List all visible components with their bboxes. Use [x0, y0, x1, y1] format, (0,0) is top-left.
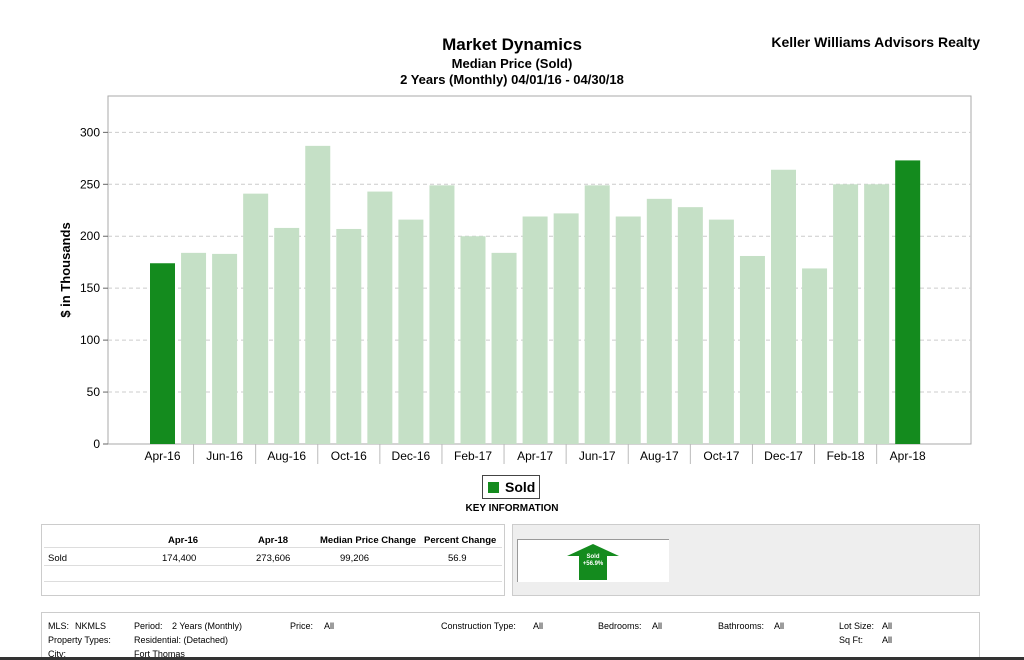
- y-axis-label: $ in Thousands: [58, 222, 73, 317]
- x-tick-label: Oct-16: [331, 449, 367, 463]
- lotsize-value: All: [882, 621, 893, 631]
- key-header-start: Apr-16: [168, 535, 199, 546]
- lotsize-label: Lot Size:: [839, 621, 875, 631]
- bar-aug-16: [274, 227, 300, 444]
- bar-jan-17: [429, 185, 455, 444]
- x-tick-label: Jun-16: [206, 449, 243, 463]
- key-info-title: KEY INFORMATION: [465, 503, 559, 514]
- city-label: City:: [48, 649, 66, 659]
- period-label: Period:: [134, 621, 163, 631]
- key-row-label: Sold: [48, 553, 68, 564]
- up-arrow-icon: [567, 544, 619, 580]
- divider: [44, 581, 502, 582]
- x-tick-label: Feb-18: [827, 449, 865, 463]
- bar-dec-17: [771, 169, 796, 444]
- report-criteria: MLS: NKMLS Period: 2 Years (Monthly) Pri…: [41, 612, 980, 660]
- chart-subtitle: Median Price (Sold): [451, 56, 573, 71]
- bar-dec-16: [398, 219, 424, 444]
- key-header-end: Apr-18: [258, 535, 289, 546]
- y-tick-label: 300: [80, 125, 100, 139]
- bar-jul-17: [615, 216, 641, 444]
- x-tick-label: Aug-16: [267, 449, 306, 463]
- bar-chart: 0 50 100 150 200 250 300 $ in Thousands Apr-16 Ju…: [58, 95, 972, 464]
- bar-jun-17: [584, 185, 610, 444]
- sqft-label: Sq Ft:: [839, 635, 864, 645]
- bar-feb-18: [833, 184, 859, 444]
- x-tick-label: Dec-16: [392, 449, 431, 463]
- bathrooms-value: All: [774, 621, 785, 631]
- legend-label: Sold: [505, 479, 536, 495]
- period-value: 2 Years (Monthly): [172, 621, 243, 631]
- construction-value: All: [533, 621, 544, 631]
- bar-may-17: [553, 213, 579, 444]
- proptypes-value: Residential: (Detached): [134, 635, 229, 645]
- bar-oct-16: [336, 228, 362, 444]
- city-value: Fort Thomas: [134, 649, 185, 659]
- bar-jul-16: [243, 193, 269, 444]
- indicator-change: +56.9%: [582, 561, 604, 567]
- bar-aug-17: [646, 198, 672, 444]
- indicator-label: Sold: [586, 554, 600, 560]
- x-tick-label: Oct-17: [703, 449, 739, 463]
- bar-mar-17: [491, 252, 517, 444]
- y-tick-label: 0: [93, 437, 100, 451]
- x-tick-label: Aug-17: [640, 449, 679, 463]
- bar-feb-17: [460, 236, 486, 444]
- x-tick-label: Jun-17: [579, 449, 616, 463]
- key-header-percent: Percent Change: [424, 535, 497, 546]
- y-tick-label: 100: [80, 333, 100, 347]
- legend-swatch: [488, 481, 499, 493]
- key-cell-change: 99,206: [340, 553, 370, 564]
- divider: [44, 547, 502, 548]
- legend: Sold: [482, 475, 540, 499]
- y-tick-label: 50: [87, 385, 101, 399]
- divider: [44, 565, 502, 566]
- key-cell-end: 273,606: [256, 553, 291, 564]
- bar-oct-17: [708, 219, 734, 444]
- bathrooms-label: Bathrooms:: [718, 621, 765, 631]
- bar-mar-18: [864, 184, 890, 444]
- x-tick-label: Apr-17: [517, 449, 553, 463]
- x-tick-label: Feb-17: [454, 449, 492, 463]
- bar-may-16: [181, 252, 207, 444]
- bar-sep-17: [677, 207, 703, 444]
- x-tick-label: Dec-17: [764, 449, 803, 463]
- bar-apr-16: [150, 263, 175, 444]
- y-tick-label: 150: [80, 281, 100, 295]
- y-tick-label: 250: [80, 177, 100, 191]
- key-cell-percent: 56.9: [448, 553, 467, 564]
- bedrooms-value: All: [652, 621, 663, 631]
- x-tick-label: Apr-16: [144, 449, 180, 463]
- bar-jun-16: [212, 253, 238, 444]
- mls-value: NKMLS: [75, 621, 107, 631]
- page-bottom-edge: [0, 657, 1024, 660]
- bar-apr-18: [895, 160, 921, 444]
- construction-label: Construction Type:: [441, 621, 516, 631]
- bar-jan-18: [802, 268, 828, 444]
- key-cell-start: 174,400: [162, 553, 197, 564]
- bar-sep-16: [305, 145, 331, 445]
- sqft-value: All: [882, 635, 893, 645]
- x-tick-label: Apr-18: [890, 449, 926, 463]
- proptypes-label: Property Types:: [48, 635, 111, 645]
- mls-label: MLS:: [48, 621, 70, 631]
- chart-period: 2 Years (Monthly) 04/01/16 - 04/30/18: [400, 72, 624, 87]
- key-header-change: Median Price Change: [320, 535, 417, 546]
- bedrooms-label: Bedrooms:: [598, 621, 642, 631]
- bar-apr-17: [522, 216, 548, 444]
- price-label: Price:: [290, 621, 314, 631]
- key-info-table: Apr-16 Apr-18 Median Price Change Percen…: [41, 524, 505, 596]
- y-tick-label: 200: [80, 229, 100, 243]
- bar-nov-17: [739, 255, 765, 444]
- price-value: All: [324, 621, 335, 631]
- bar-nov-16: [367, 191, 393, 444]
- chart-title: Market Dynamics: [442, 35, 582, 54]
- brand-name: Keller Williams Advisors Realty: [771, 34, 980, 50]
